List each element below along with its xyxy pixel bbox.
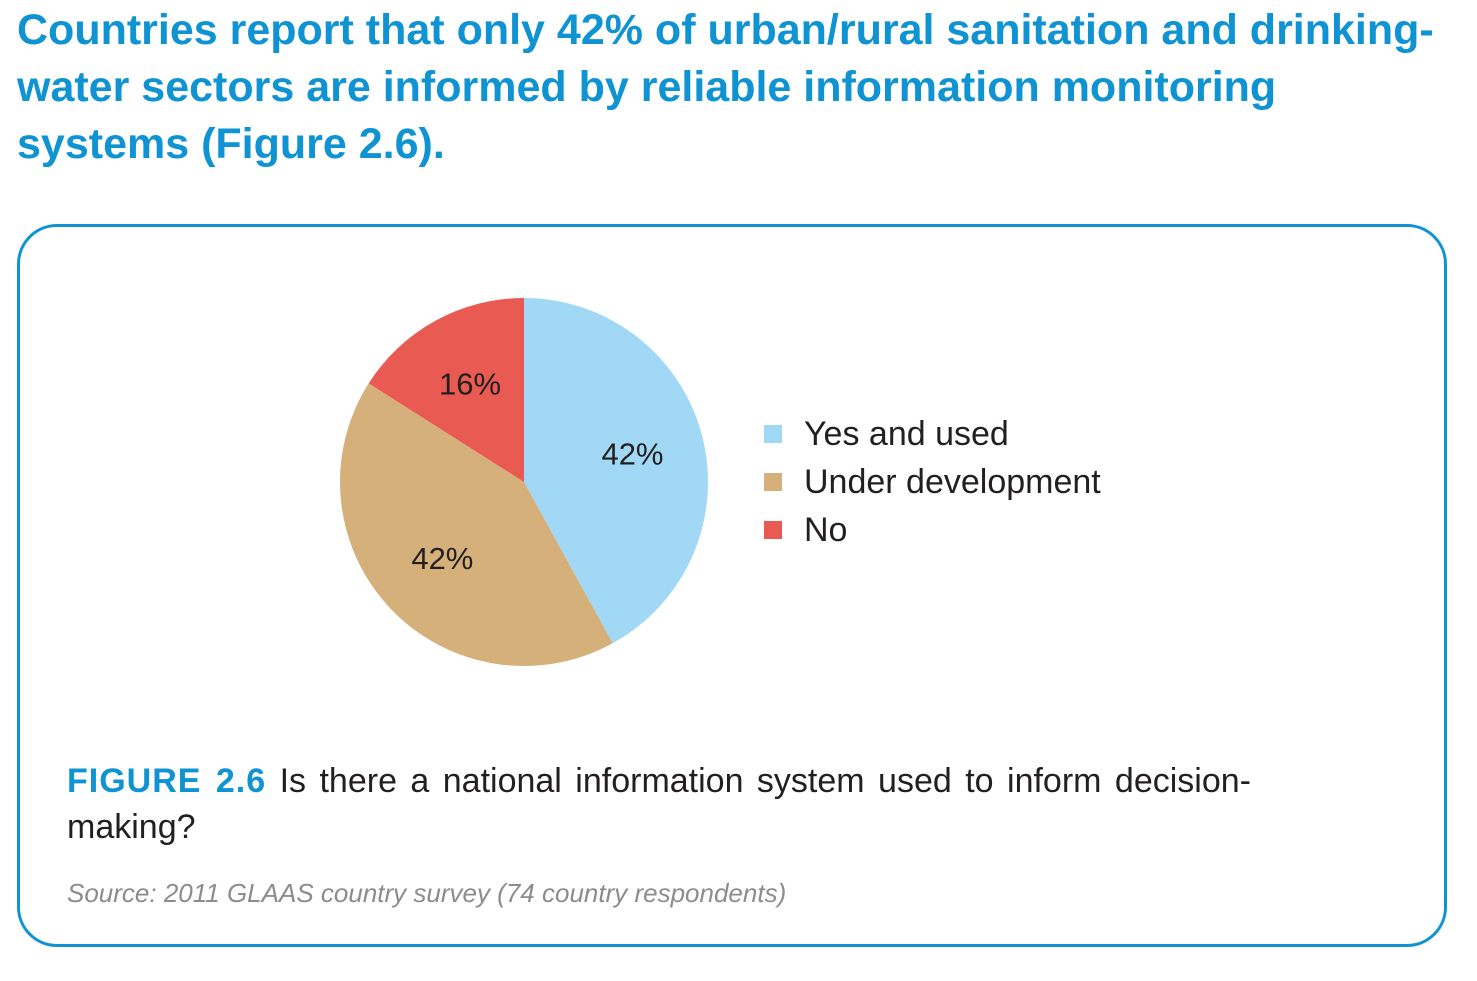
legend-swatch bbox=[764, 521, 782, 539]
pie-data-label: 42% bbox=[411, 541, 473, 576]
legend-swatch bbox=[764, 473, 782, 491]
pie-data-label: 16% bbox=[439, 366, 501, 401]
figure-label: FIGURE 2.6 bbox=[67, 762, 267, 800]
legend-label: Yes and used bbox=[804, 414, 1009, 453]
pie-slice-yes-and-used bbox=[524, 298, 708, 644]
pie-slice-under-development bbox=[340, 383, 613, 666]
legend-item-yes-and-used: Yes and used bbox=[764, 410, 1101, 458]
legend-swatch bbox=[764, 425, 782, 443]
figure-panel bbox=[17, 224, 1447, 947]
legend-item-under-development: Under development bbox=[764, 458, 1101, 506]
chart-legend: Yes and used Under development No bbox=[764, 410, 1101, 554]
headline: Countries report that only 42% of urban/… bbox=[17, 6, 1434, 168]
legend-item-no: No bbox=[764, 506, 1101, 554]
figure-caption-text: Is there a national information system u… bbox=[67, 762, 1251, 846]
pie-slice-no bbox=[368, 298, 524, 482]
pie-data-label: 42% bbox=[601, 437, 663, 472]
source-note: Source: 2011 GLAAS country survey (74 co… bbox=[67, 878, 787, 908]
legend-label: Under development bbox=[804, 462, 1101, 501]
legend-label: No bbox=[804, 510, 848, 549]
figure-caption: FIGURE 2.6 Is there a national informati… bbox=[67, 758, 1251, 850]
